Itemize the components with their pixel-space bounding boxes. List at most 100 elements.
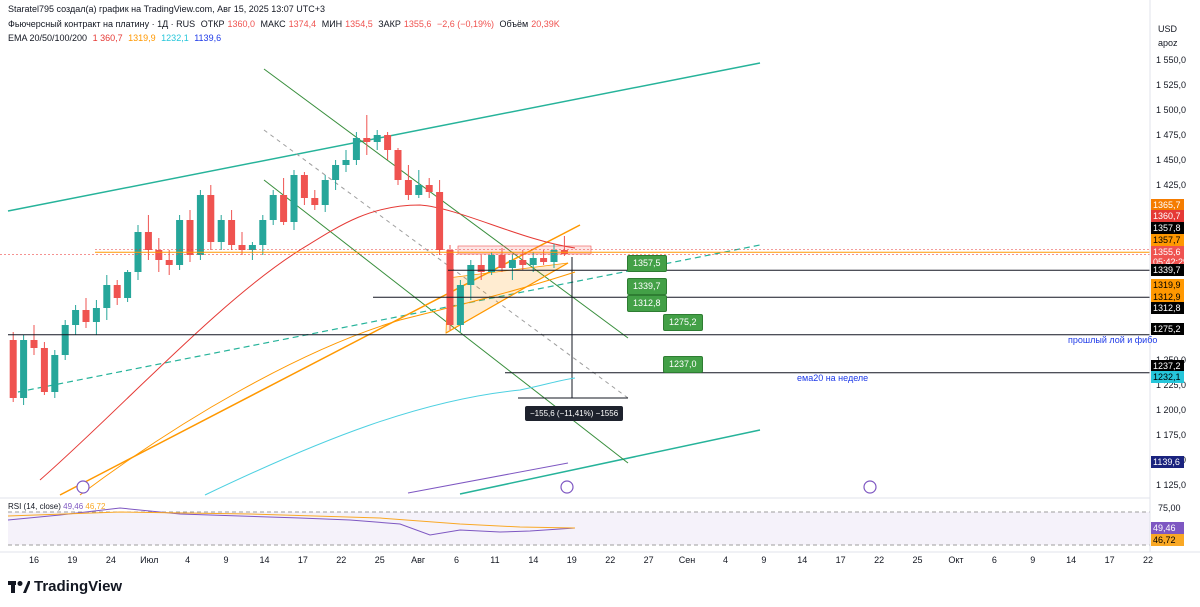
rsi-band [8, 512, 1150, 545]
rsi-header: RSI (14, close) 49,46 46,72 [8, 502, 105, 511]
symbol-name: Фьючерсный контракт на платину · 1Д · RU… [8, 19, 196, 29]
candle-body [217, 220, 225, 242]
x-tick-label: 22 [605, 555, 615, 565]
candle-body [238, 245, 246, 250]
price-axis-label: 1312,8 [1151, 302, 1184, 314]
axes: 1 550,0 1 525,0 1 500,0 1 475,0 1 450,0 1 425… [0, 0, 1200, 565]
candle-body [124, 272, 132, 298]
candle-body [165, 260, 173, 265]
x-tick-label: 19 [567, 555, 577, 565]
axis-mode-label[interactable]: apoz [1158, 38, 1178, 48]
candle-body [144, 232, 152, 250]
candle-body [207, 195, 215, 242]
x-tick-label: 16 [29, 555, 39, 565]
descending-line-upper [263, 68, 629, 339]
descending-midline [263, 129, 629, 399]
candle-body [103, 285, 111, 308]
horizontal-levels [0, 249, 1150, 374]
rsi-ma-value: 46,72 [85, 502, 106, 511]
ema100-line [204, 377, 576, 496]
x-tick-label: Окт [948, 555, 963, 565]
y-tick-label: 1 125,0 [1156, 480, 1186, 490]
candle-body [280, 195, 288, 222]
candle-body [498, 255, 506, 268]
price-axis-label: 1357,8 [1151, 222, 1184, 234]
ema-line: EMA 20/50/100/200 1 360,7 1319,9 1232,1 … [8, 33, 224, 43]
close-value: 1355,6 [403, 19, 432, 29]
x-tick-label: Июл [140, 555, 158, 565]
level-tag[interactable]: 1275,2 [663, 314, 703, 331]
high-label: МАКС [260, 19, 286, 29]
price-axis-label: 1139,6 [1151, 456, 1184, 468]
currency-label[interactable]: USD [1158, 24, 1178, 34]
candle-body [519, 260, 527, 265]
price-axis-label: 1365,7 [1151, 199, 1184, 211]
price-axis-label: 1355,6 [1151, 246, 1184, 258]
rsi-axis-value: 49,46 [1151, 522, 1184, 534]
candle-body [467, 265, 475, 285]
event-marker-icon [560, 480, 574, 494]
upper-channel-line [7, 62, 761, 212]
volume-value: 20,39K [531, 19, 560, 29]
candle-body [259, 220, 267, 245]
y-tick-label: 1 550,0 [1156, 55, 1186, 65]
y-tick-label: 1 500,0 [1156, 105, 1186, 115]
candle-body [72, 310, 80, 325]
y-tick-label: 1 200,0 [1156, 405, 1186, 415]
candle-body [404, 180, 412, 195]
price-axis-label: 1275,2 [1151, 323, 1184, 335]
level-tag[interactable]: 1312,8 [627, 295, 667, 312]
candle-body [82, 310, 90, 322]
candle-body [342, 160, 350, 165]
candle-body [92, 308, 100, 322]
level-tag[interactable]: 1357,5 [627, 255, 667, 272]
candle-body [248, 245, 256, 250]
x-tick-label: 9 [1030, 555, 1035, 565]
candle-body [321, 180, 329, 205]
candle-body [373, 135, 381, 142]
rsi-value: 49,46 [63, 502, 84, 511]
y-tick-label: 1 450,0 [1156, 155, 1186, 165]
x-tick-label: 24 [106, 555, 116, 565]
low-value: 1354,5 [345, 19, 373, 29]
candle-body [529, 258, 537, 265]
y-tick-label: 1 525,0 [1156, 80, 1186, 90]
candle-body [456, 285, 464, 325]
candle-body [540, 258, 548, 262]
price-axis-label: 1312,9 [1151, 291, 1184, 303]
x-tick-label: 14 [1066, 555, 1076, 565]
y-tick-label: 1 175,0 [1156, 430, 1186, 440]
candle-body [20, 340, 28, 398]
level-tag[interactable]: 1339,7 [627, 278, 667, 295]
candles [9, 115, 877, 494]
lower-channel-line [459, 429, 761, 495]
x-tick-label: 22 [336, 555, 346, 565]
x-tick-label: 9 [224, 555, 229, 565]
candle-body [488, 255, 496, 272]
measure-label: −155,6 (−11,41%) −1556 [525, 406, 624, 421]
close-label: ЗАКР [378, 19, 401, 29]
ema-lines [39, 204, 576, 496]
price-axis-label: 1360,7 [1151, 210, 1184, 222]
tradingview-logo[interactable]: TradingView [8, 578, 122, 595]
rsi-pane [0, 497, 1150, 546]
x-tick-label: 4 [723, 555, 728, 565]
x-tick-label: 22 [874, 555, 884, 565]
wedge-fill [445, 262, 569, 334]
ema-week-annotation: ема20 на неделе [797, 373, 869, 383]
candle-body [477, 265, 485, 272]
price-axis-label: 1357,7 [1151, 234, 1184, 246]
price-axis-label: 1237,2 [1151, 360, 1184, 372]
level-tag[interactable]: 1237,0 [663, 356, 703, 373]
ema20-line [39, 204, 576, 481]
price-axis-label: 1232,1 [1151, 371, 1184, 383]
open-label: ОТКР [200, 19, 225, 29]
candle-body [40, 348, 48, 392]
ema50-value: 1319,9 [128, 33, 156, 43]
event-marker-icon [863, 480, 877, 494]
rsi-ma-line [7, 511, 576, 529]
price-axis-label: 1319,9 [1151, 279, 1184, 291]
candle-body [30, 340, 38, 348]
y-tick-label: 1 475,0 [1156, 130, 1186, 140]
